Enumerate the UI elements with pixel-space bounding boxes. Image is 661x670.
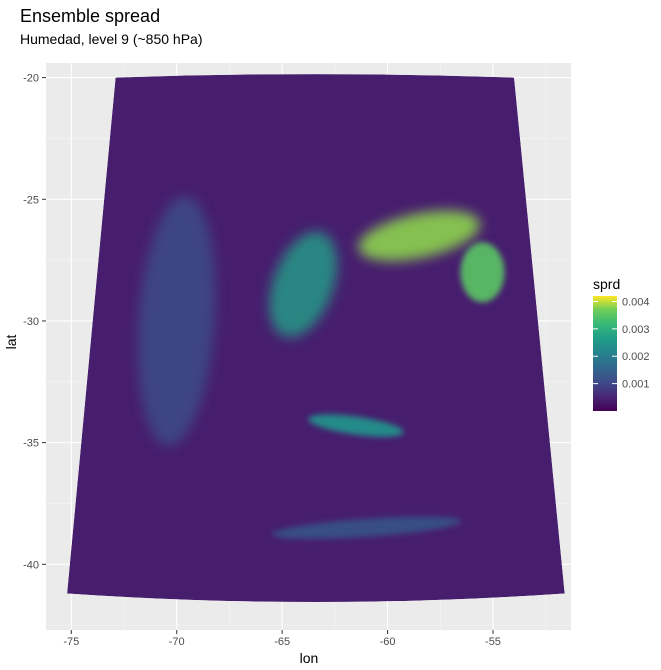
legend-title: sprd [593,276,620,292]
x-axis-title: lon [300,650,319,666]
legend-tick-label: 0.004 [622,296,650,308]
legend-tick-label: 0.001 [622,379,650,391]
y-tick-label: -35 [23,438,39,450]
x-tick-label: -65 [274,636,290,648]
y-tick-label: -20 [23,73,39,85]
y-tick-label: -40 [23,559,39,571]
y-axis: -20 -25 -30 -35 -40 [23,73,46,571]
chart-title: Ensemble spread [20,6,160,26]
chart-subtitle: Humedad, level 9 (~850 hPa) [20,31,203,47]
x-tick-label: -60 [380,636,396,648]
spread-feature [358,210,481,261]
x-axis: -75 -70 -65 -60 -55 [63,630,501,648]
spread-feature [137,196,216,446]
legend-tick-label: 0.003 [622,324,650,336]
y-axis-title: lat [3,335,19,350]
legend-ticks: 0.001 0.002 0.003 0.004 [593,296,650,391]
spread-field [67,74,565,602]
spread-feature [460,242,505,303]
legend-tick-label: 0.002 [622,351,650,363]
x-tick-label: -70 [169,636,185,648]
y-tick-label: -30 [23,316,39,328]
legend: sprd 0.001 0.002 0.003 0.004 [593,276,650,411]
spread-feature [308,414,404,437]
y-tick-label: -25 [23,194,39,206]
spread-feature [271,516,462,539]
spread-feature [269,231,338,338]
spread-features [137,196,505,539]
legend-colorbar [593,296,617,411]
x-tick-label: -75 [63,636,79,648]
x-tick-label: -55 [485,636,501,648]
